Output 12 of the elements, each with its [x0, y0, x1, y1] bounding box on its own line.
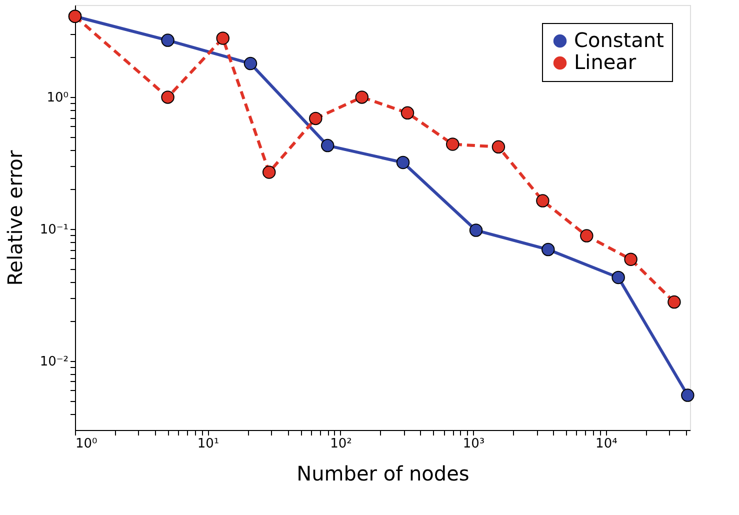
y-tick-label: 10⁰: [46, 90, 68, 106]
x-axis-title: Number of nodes: [296, 462, 470, 486]
x-tick-label: 10³: [462, 436, 485, 452]
legend-label: Constant: [574, 28, 664, 52]
legend-label: Linear: [574, 50, 637, 74]
x-tick-label: 10⁰: [76, 436, 98, 452]
x-tick-label: 10²: [330, 436, 352, 452]
x-tick-label: 10¹: [197, 436, 220, 452]
y-axis-title: Relative error: [2, 150, 27, 286]
y-tick-label: 10⁻¹: [40, 222, 68, 238]
y-tick-label: 10⁻²: [40, 354, 68, 370]
x-tick-label: 10⁴: [596, 436, 618, 452]
